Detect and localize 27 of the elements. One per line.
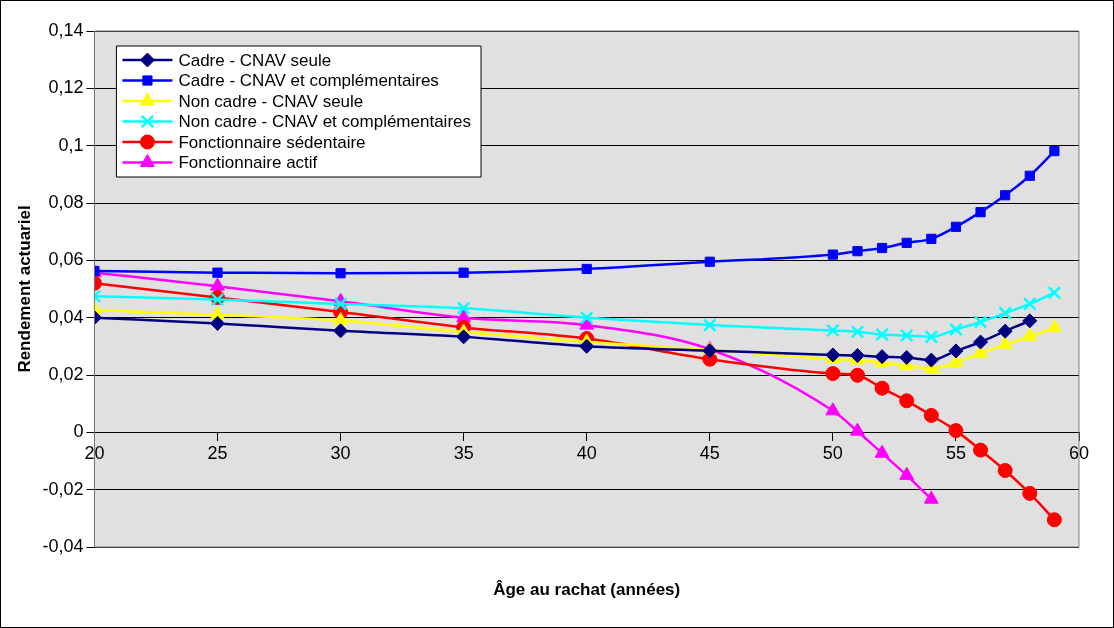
y-tick-label: -0,02 xyxy=(42,478,84,499)
y-axis-title: Rendement actuariel xyxy=(14,205,34,373)
y-tick-label: 0,06 xyxy=(48,249,84,270)
legend-label: Non cadre - CNAV et complémentaires xyxy=(178,112,472,132)
x-tick-label: 45 xyxy=(699,443,720,464)
y-tick-label: 0,04 xyxy=(48,306,84,327)
x-tick-label: 50 xyxy=(822,443,843,464)
y-tick-label: 0,12 xyxy=(48,77,84,98)
x-tick-label: 60 xyxy=(1068,443,1090,464)
legend-label: Non cadre - CNAV seule xyxy=(178,91,364,111)
legend-label: Cadre - CNAV et complémentaires xyxy=(178,71,439,91)
y-tick-label: 0,02 xyxy=(48,363,84,384)
legend-label: Fonctionnaire actif xyxy=(178,153,318,173)
x-tick-label: 25 xyxy=(207,443,228,464)
y-tick-label: 0,1 xyxy=(58,134,84,155)
x-tick-label: 30 xyxy=(330,443,351,464)
legend-label: Fonctionnaire sédentaire xyxy=(178,132,366,152)
y-tick-label: 0 xyxy=(73,421,84,442)
legend-label: Cadre - CNAV seule xyxy=(178,50,332,70)
x-tick-label: 35 xyxy=(453,443,474,464)
y-tick-label: 0,14 xyxy=(48,19,84,40)
x-tick-label: 55 xyxy=(945,443,966,464)
x-tick-label: 40 xyxy=(576,443,597,464)
x-tick-label: 20 xyxy=(84,443,105,464)
y-tick-label: 0,08 xyxy=(48,191,84,212)
y-tick-label: -0,04 xyxy=(42,535,84,556)
x-axis-title: Âge au rachat (années) xyxy=(493,579,681,599)
